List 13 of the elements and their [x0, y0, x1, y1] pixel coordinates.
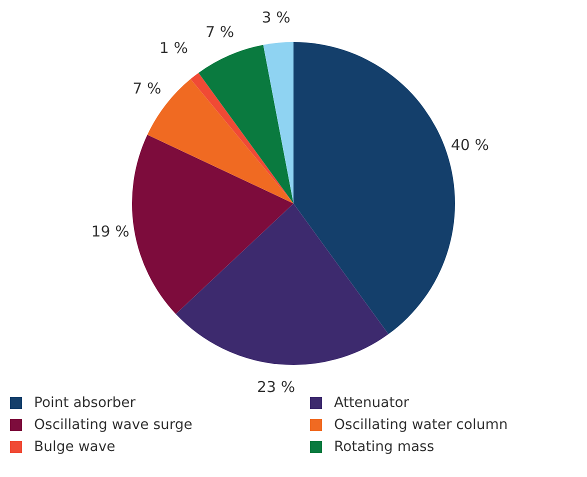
legend-label: Attenuator	[333, 395, 410, 411]
data-label: 19 %	[91, 222, 130, 240]
legend-label: Oscillating wave surge	[33, 417, 194, 433]
data-label: 7 %	[132, 80, 162, 98]
data-label: 3 %	[262, 8, 290, 27]
data-label: 40 %	[450, 136, 489, 154]
data-label: 23 %	[256, 378, 296, 396]
legend-label: Rotating mass	[333, 439, 436, 455]
legend-label: Point absorber	[33, 395, 137, 411]
legend-label: Oscillating water column	[333, 417, 509, 433]
data-label: 1 %	[159, 38, 188, 57]
data-label: 7 %	[206, 23, 234, 42]
legend-label: Bulge wave	[33, 439, 116, 455]
